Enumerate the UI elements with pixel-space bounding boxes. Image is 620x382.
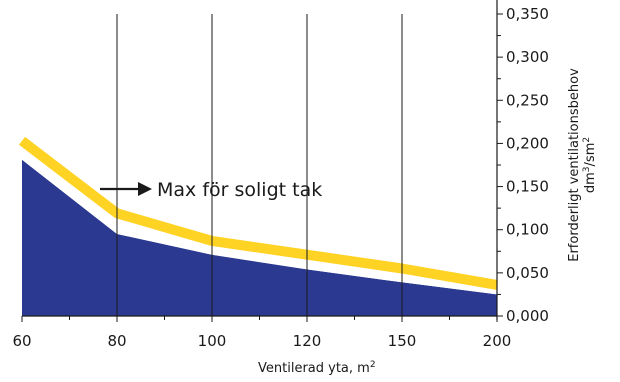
x-axis-title: Ventilerad yta, m2 xyxy=(258,360,376,376)
series-area-fill xyxy=(22,159,497,316)
axes xyxy=(21,0,503,322)
x-tick-label-150: 150 xyxy=(388,332,417,350)
x-axis-title-text: Ventilerad yta, m xyxy=(258,361,370,376)
annotation: Max för soligt tak xyxy=(100,179,322,201)
x-tick-label-200: 200 xyxy=(483,332,512,350)
y-axis-unit-prefix: dm xyxy=(583,172,598,193)
y-axis-unit-sup2: 2 xyxy=(582,137,592,143)
y-axis-unit-sup1: 3 xyxy=(582,166,592,172)
series-layer xyxy=(18,136,498,316)
x-tick-label-120: 120 xyxy=(293,332,322,350)
y-tick-label-1: 0,050 xyxy=(506,264,549,282)
y-axis-title: Erforderligt ventilationsbehov dm3/sm2 xyxy=(567,68,598,262)
y-tick-label-7: 0,350 xyxy=(506,5,549,23)
y-tick-label-5: 0,250 xyxy=(506,91,549,109)
annotation-label: Max för soligt tak xyxy=(157,179,322,201)
y-tick-labels: 0,000 0,050 0,100 0,150 0,200 0,250 0,300 0,350 xyxy=(506,5,549,325)
annotation-arrow-head xyxy=(138,182,152,196)
y-tick-label-0: 0,000 xyxy=(506,307,549,325)
y-axis-title-line1: Erforderligt ventilationsbehov xyxy=(567,68,582,262)
y-axis-unit-mid: /sm xyxy=(583,143,598,167)
x-axis-title-superscript: 2 xyxy=(370,360,376,370)
series-yellow-band xyxy=(18,136,498,290)
y-tick-label-6: 0,300 xyxy=(506,48,549,66)
x-tick-labels: 60 80 100 120 150 200 xyxy=(12,332,511,350)
x-tick-label-80: 80 xyxy=(107,332,126,350)
y-tick-label-4: 0,200 xyxy=(506,134,549,152)
x-tick-label-60: 60 xyxy=(12,332,31,350)
y-tick-label-2: 0,100 xyxy=(506,221,549,239)
x-tick-label-100: 100 xyxy=(198,332,227,350)
y-axis-title-line2: dm3/sm2 xyxy=(582,137,598,193)
y-tick-label-3: 0,150 xyxy=(506,178,549,196)
